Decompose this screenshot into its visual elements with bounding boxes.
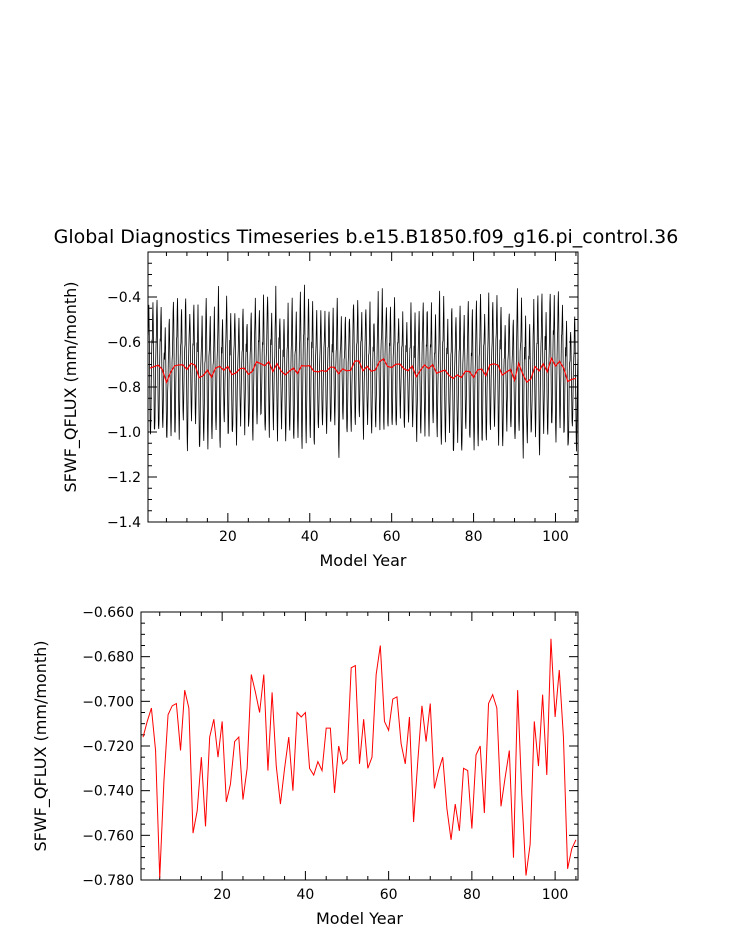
x-tick-label: 20 bbox=[213, 887, 231, 903]
x-tick-label: 20 bbox=[219, 529, 237, 545]
chart-title: Global Diagnostics Timeseries b.e15.B185… bbox=[54, 226, 679, 248]
series-annual-line bbox=[142, 638, 577, 878]
series-annual-line bbox=[149, 356, 577, 384]
panel-annual-timeseries: 20 40 60 80 100 −0.780 −0.760 −0.740 −0.720 −0.70… bbox=[31, 605, 579, 928]
y-tick-label: −0.660 bbox=[82, 605, 134, 621]
y-tick-label: −0.680 bbox=[82, 650, 134, 666]
x-tick-label: 40 bbox=[296, 887, 314, 903]
y-tick-label: −0.8 bbox=[107, 380, 141, 396]
y-tick-label: −0.740 bbox=[82, 784, 134, 800]
x-tick-label: 100 bbox=[542, 529, 569, 545]
y-tick-label: −0.700 bbox=[82, 694, 134, 710]
y-tick-label: −1.2 bbox=[107, 470, 141, 486]
y-tick-label: −1.0 bbox=[107, 425, 141, 441]
x-tick-label: 40 bbox=[301, 529, 319, 545]
y-tick-label: −1.4 bbox=[107, 515, 141, 531]
y-tick-label: −0.4 bbox=[107, 290, 141, 306]
y-axis-label: SFWF_QFLUX (mm/month) bbox=[31, 640, 51, 851]
series-monthly-line bbox=[147, 284, 579, 459]
y-axis-label: SFWF_QFLUX (mm/month) bbox=[61, 281, 81, 492]
x-axis-label: Model Year bbox=[316, 909, 403, 928]
y-tick-label: −0.780 bbox=[82, 873, 134, 889]
y-tick-label: −0.6 bbox=[107, 335, 141, 351]
x-axis-label: Model Year bbox=[320, 551, 407, 570]
y-tick-label: −0.760 bbox=[82, 828, 134, 844]
y-tick-label: −0.720 bbox=[82, 739, 134, 755]
x-tick-label: 60 bbox=[380, 887, 398, 903]
x-tick-label: 60 bbox=[383, 529, 401, 545]
x-tick-label: 80 bbox=[465, 529, 483, 545]
x-tick-label: 80 bbox=[463, 887, 481, 903]
x-tick-label: 100 bbox=[542, 887, 569, 903]
panel-monthly-timeseries: 20 40 60 80 100 −1.4 −1.2 −1.0 −0.8 −0.6 −0.4 Model… bbox=[61, 251, 579, 570]
